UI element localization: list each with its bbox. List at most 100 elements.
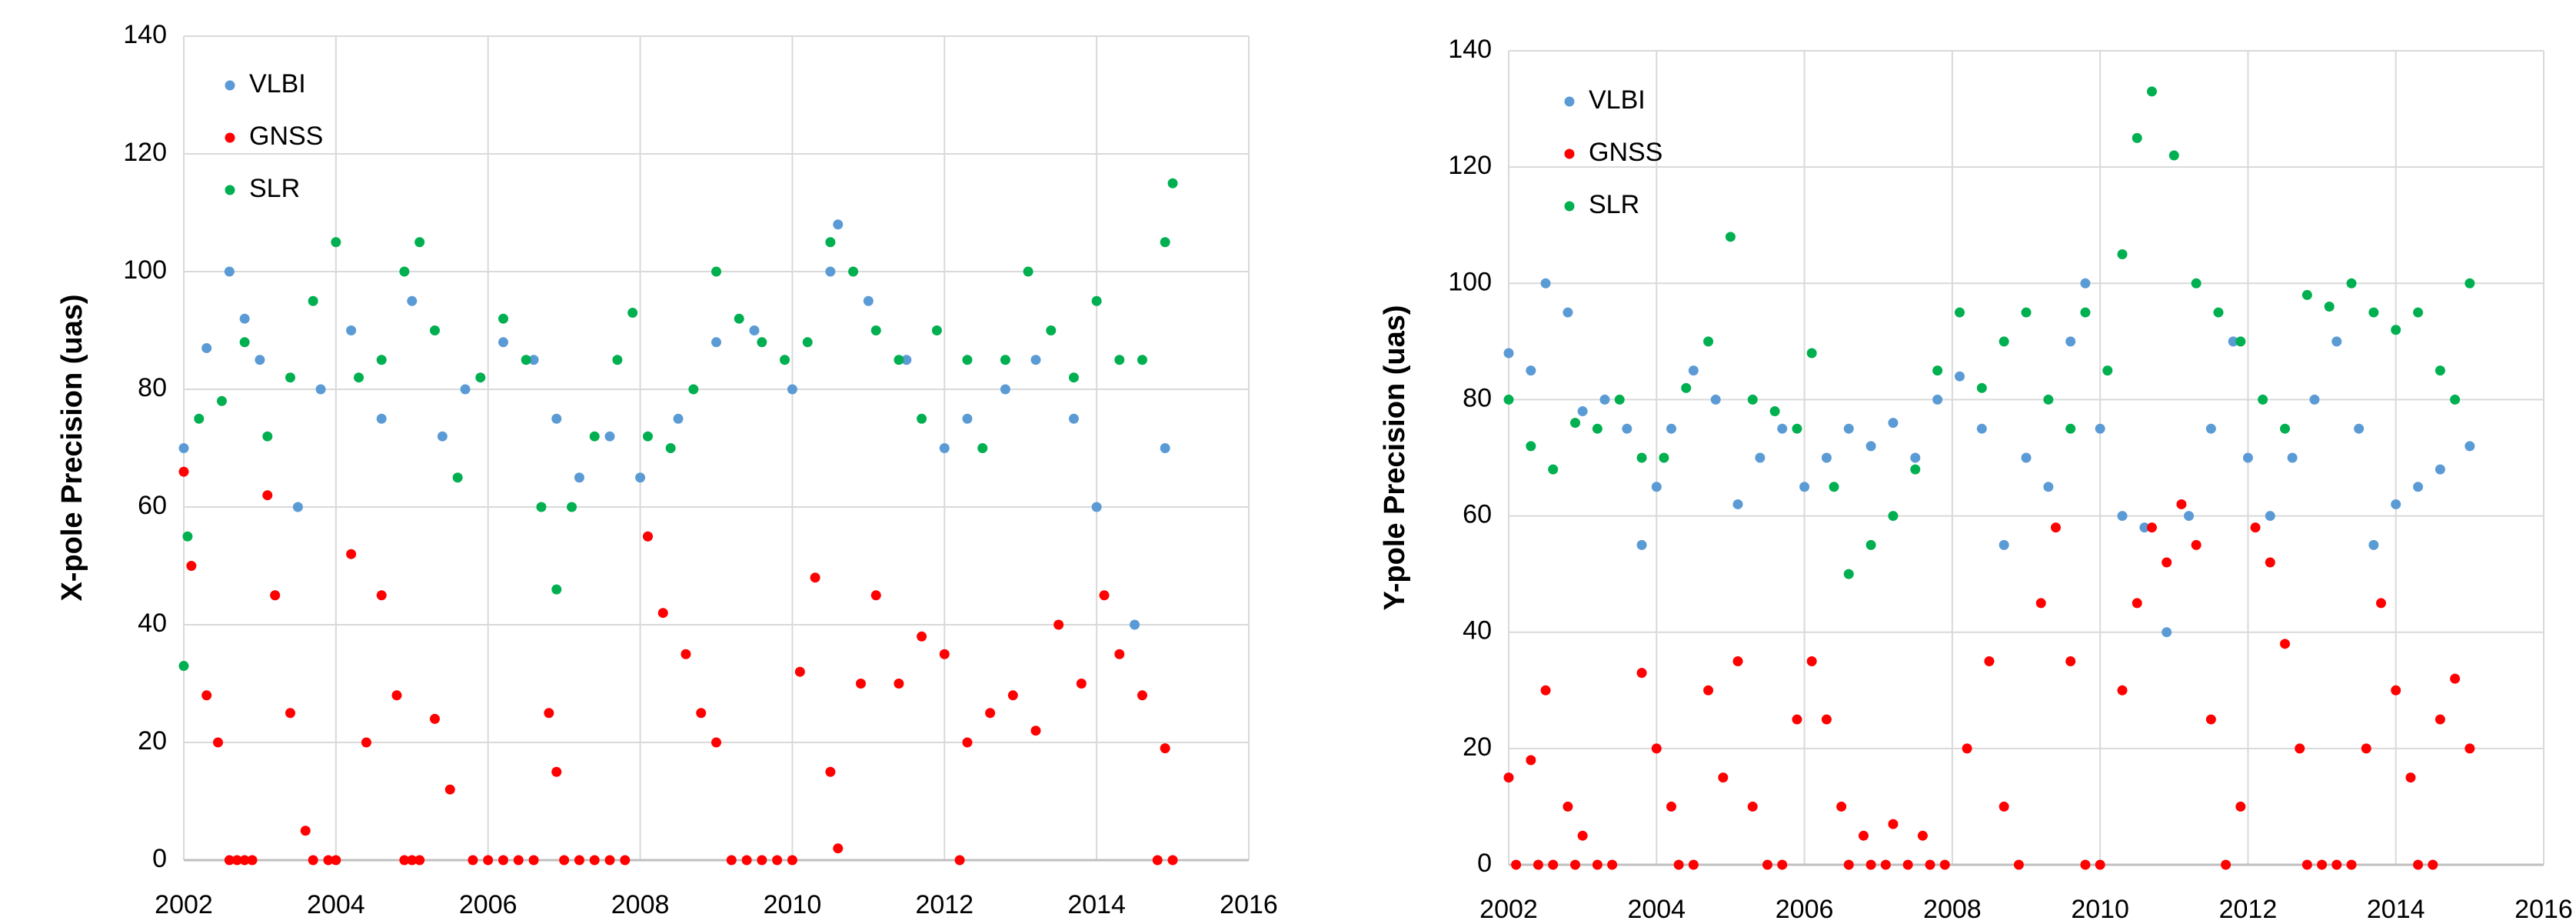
- data-point: [1806, 348, 1817, 359]
- data-point: [1000, 355, 1010, 365]
- x-tick-label: 2004: [1627, 895, 1686, 924]
- data-point: [1865, 859, 1876, 870]
- data-point: [2280, 639, 2290, 649]
- data-point: [749, 325, 760, 335]
- data-point: [407, 295, 418, 306]
- data-point: [1023, 266, 1033, 277]
- y-tick-label: 140: [1448, 35, 1492, 64]
- data-point: [1792, 423, 1802, 434]
- data-point: [657, 608, 668, 619]
- data-point: [308, 295, 318, 306]
- x-tick-label: 2002: [1479, 895, 1538, 924]
- data-point: [1821, 714, 1832, 725]
- data-point: [939, 649, 950, 659]
- data-point: [1939, 859, 1950, 870]
- data-point: [1976, 382, 1987, 393]
- data-point: [1858, 830, 1869, 841]
- data-point: [1688, 859, 1699, 870]
- y-axis-title: Y-pole Precision (uas): [1379, 305, 1411, 611]
- data-point: [437, 431, 448, 442]
- data-point: [2228, 336, 2238, 347]
- x-tick-label: 2016: [2514, 895, 2573, 924]
- data-point: [1954, 371, 1965, 382]
- data-point: [1888, 418, 1899, 429]
- data-point: [2391, 499, 2401, 509]
- data-point: [1703, 685, 1714, 696]
- data-point: [178, 466, 189, 477]
- x-tick-label: 2016: [1220, 890, 1278, 919]
- data-point: [1533, 859, 1543, 870]
- data-point: [2346, 859, 2357, 870]
- data-point: [2265, 511, 2275, 522]
- data-point: [787, 384, 797, 395]
- data-point: [688, 384, 699, 395]
- data-point: [2413, 307, 2424, 318]
- data-point: [1806, 656, 1817, 666]
- data-point: [292, 502, 303, 512]
- data-point: [1167, 178, 1178, 188]
- legend-marker: [225, 185, 235, 195]
- data-point: [794, 666, 805, 677]
- data-point: [787, 855, 797, 866]
- data-point: [673, 413, 684, 424]
- data-point: [1540, 278, 1551, 289]
- data-point: [2065, 656, 2076, 666]
- data-point: [1607, 859, 1618, 870]
- data-point: [361, 737, 371, 748]
- data-point: [977, 443, 988, 453]
- data-point: [1732, 656, 1743, 666]
- data-point: [1747, 801, 1758, 812]
- data-point: [1836, 801, 1847, 812]
- data-point: [1577, 830, 1588, 841]
- data-point: [726, 855, 737, 866]
- data-point: [2035, 598, 2046, 609]
- data-point: [521, 355, 531, 365]
- data-point: [863, 295, 874, 306]
- data-point: [2205, 714, 2216, 725]
- x-tick-label: 2012: [2219, 895, 2278, 924]
- data-point: [2331, 336, 2342, 347]
- data-point: [528, 855, 539, 866]
- data-point: [1160, 443, 1170, 453]
- data-point: [1725, 232, 1736, 242]
- data-point: [2102, 365, 2113, 376]
- data-point: [2221, 859, 2232, 870]
- data-point: [1777, 423, 1788, 434]
- data-point: [567, 502, 577, 512]
- data-point: [833, 219, 844, 230]
- data-point: [939, 443, 950, 453]
- data-point: [2250, 522, 2261, 533]
- data-point: [2095, 423, 2105, 434]
- data-point: [2139, 522, 2150, 533]
- data-point: [239, 855, 250, 866]
- data-point: [1843, 569, 1854, 579]
- data-point: [2065, 336, 2076, 347]
- data-point: [300, 826, 311, 836]
- data-point: [1526, 441, 1536, 452]
- data-point: [2309, 394, 2320, 405]
- data-point: [1910, 464, 1921, 475]
- data-point: [627, 308, 638, 319]
- x-tick-label: 2004: [307, 890, 365, 919]
- data-point: [528, 355, 539, 365]
- data-point: [2450, 673, 2461, 684]
- data-point: [1099, 590, 1110, 601]
- data-point: [2065, 423, 2076, 434]
- data-point: [414, 855, 425, 866]
- y-tick-label: 40: [1463, 616, 1492, 645]
- data-point: [954, 855, 965, 866]
- legend-marker: [225, 132, 235, 143]
- data-point: [1954, 307, 1965, 318]
- legend-marker: [1564, 96, 1575, 107]
- data-point: [429, 713, 440, 724]
- data-point: [1007, 690, 1018, 701]
- data-point: [802, 337, 813, 348]
- data-point: [1636, 668, 1647, 679]
- data-point: [239, 337, 250, 348]
- data-point: [1999, 336, 2009, 347]
- data-point: [544, 708, 554, 719]
- legend-label: GNSS: [1589, 138, 1662, 167]
- data-point: [1976, 423, 1987, 434]
- data-point: [2146, 86, 2157, 97]
- data-point: [2301, 859, 2312, 870]
